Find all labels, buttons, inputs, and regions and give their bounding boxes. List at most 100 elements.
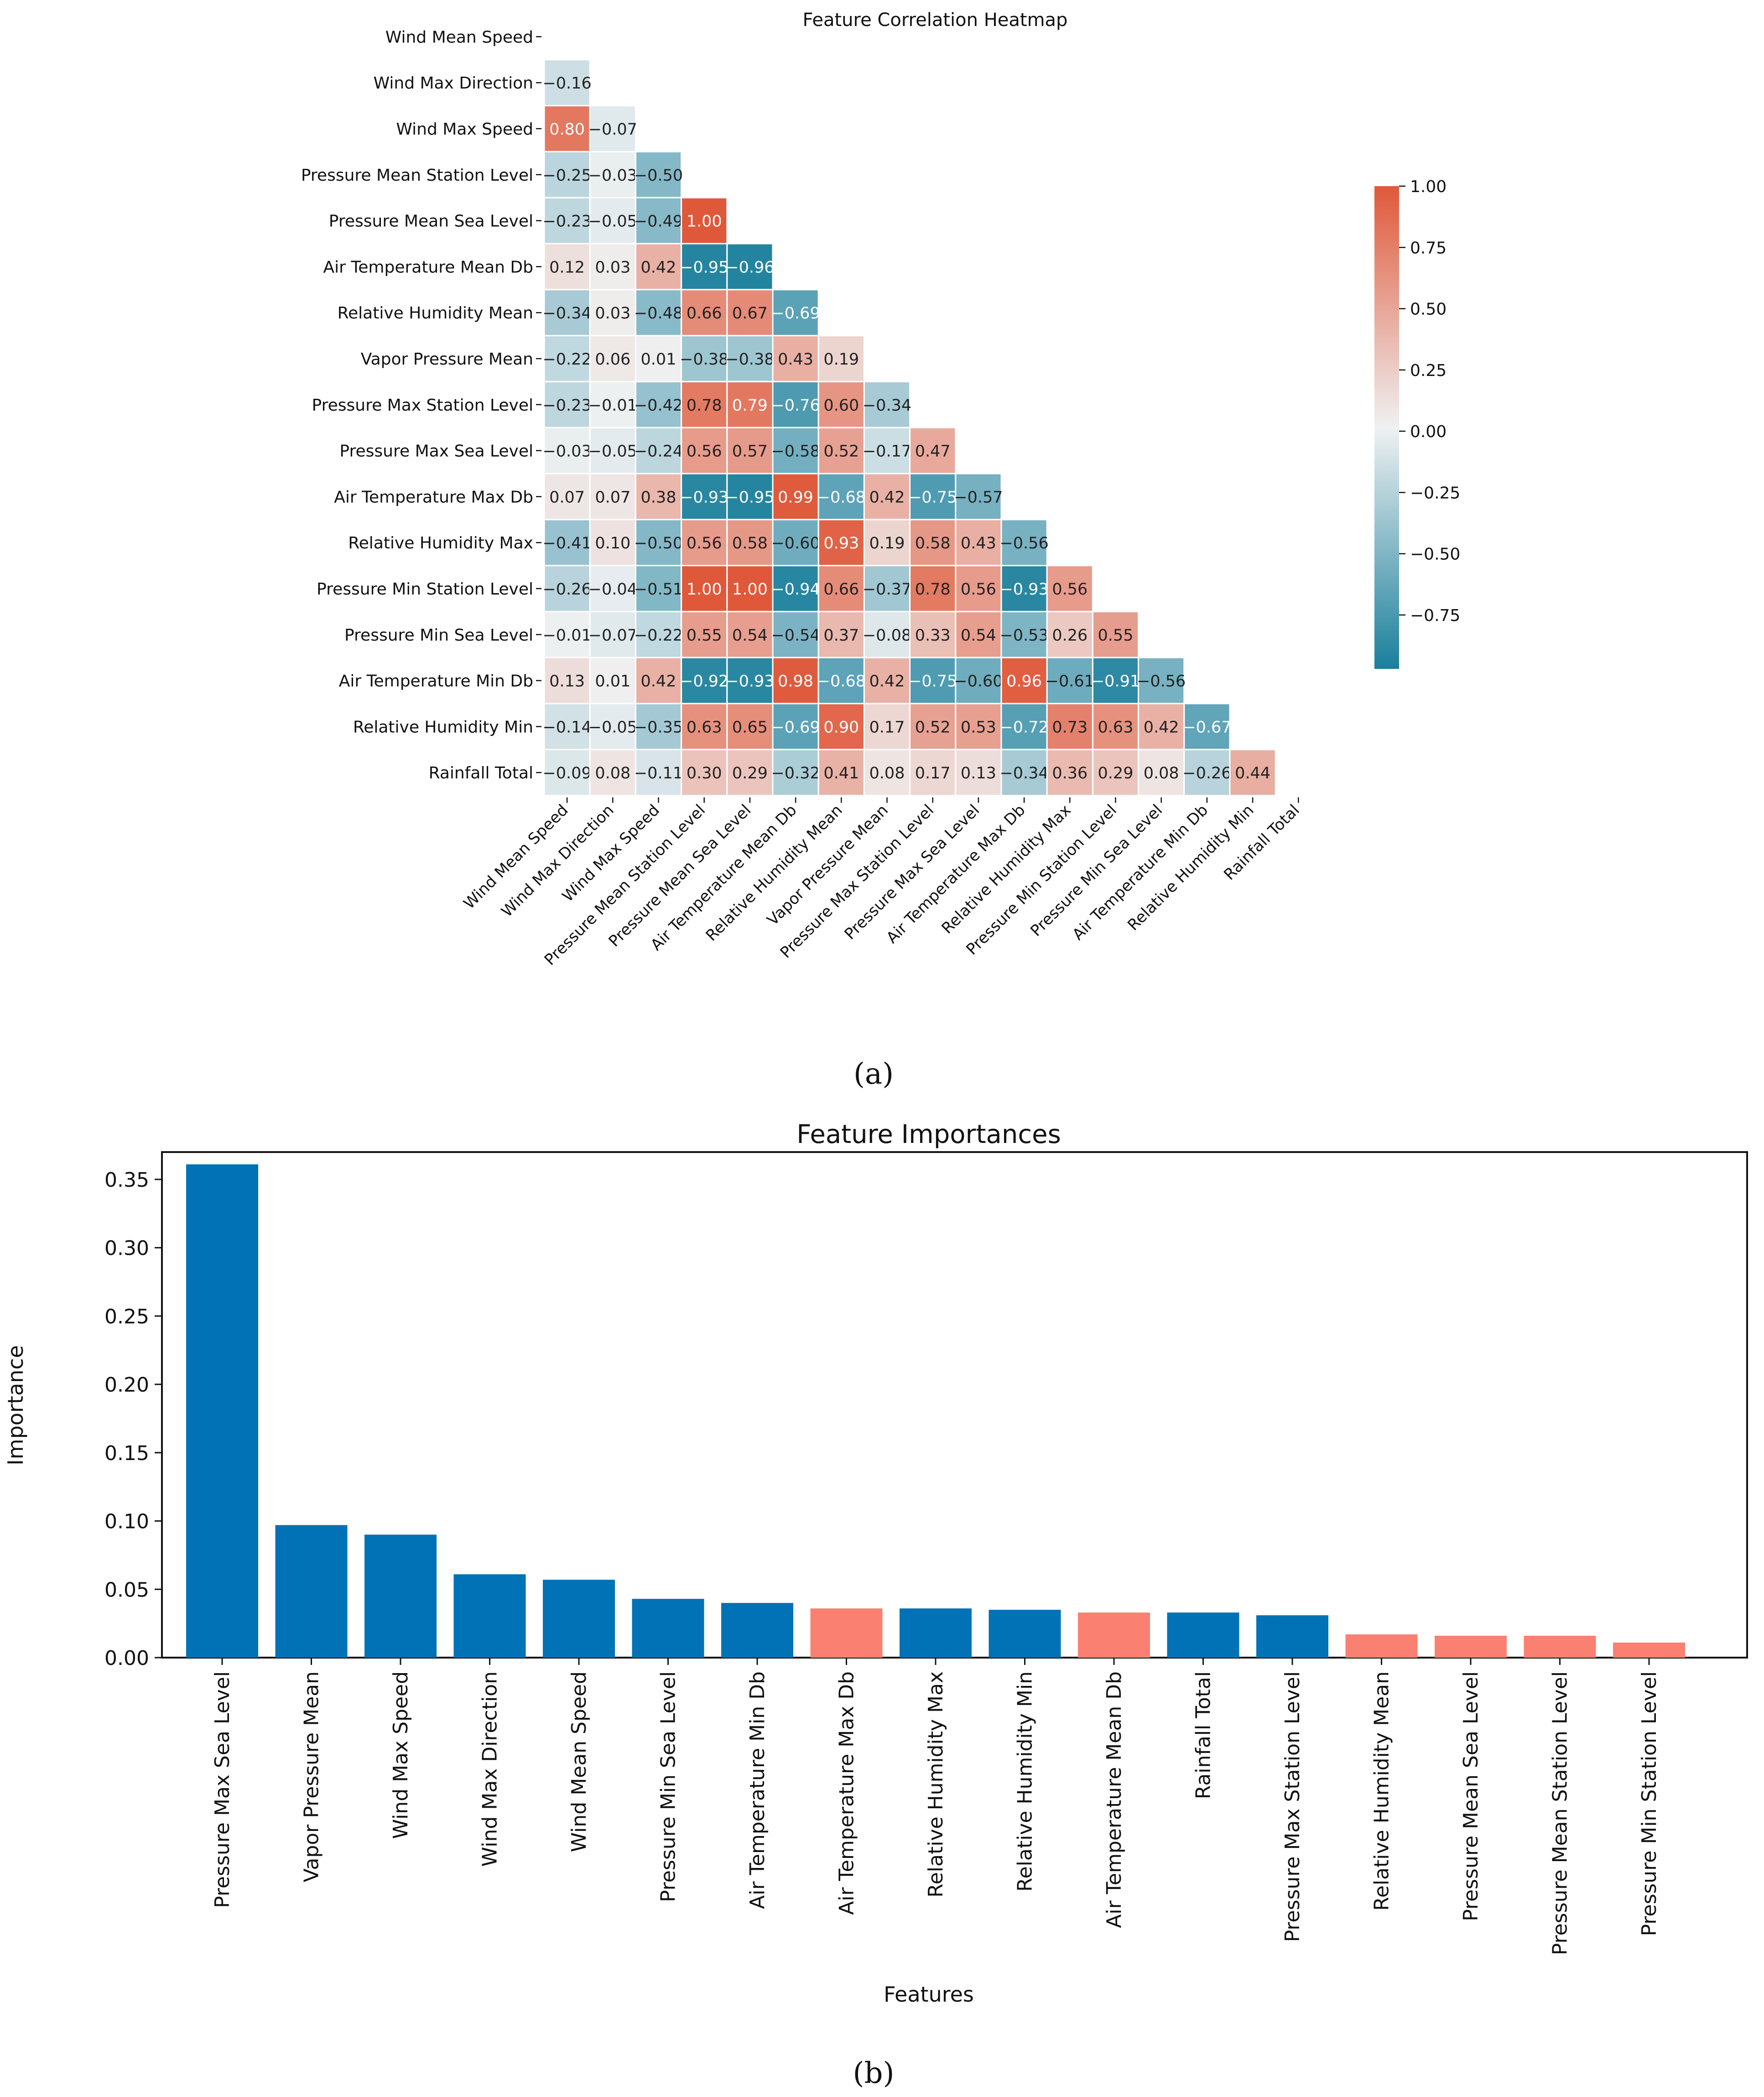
heatmap-cell-value: 0.55	[1098, 626, 1134, 645]
heatmap-cell-value: 0.19	[869, 534, 905, 553]
heatmap-cell	[772, 473, 819, 521]
bar	[1613, 1643, 1685, 1658]
heatmap-cell-value: −0.58	[771, 443, 820, 461]
heatmap-cell-value: −0.05	[588, 443, 637, 461]
heatmap-cell	[909, 473, 957, 521]
heatmap-cell-value: 0.56	[1052, 580, 1088, 599]
heatmap-cell-value: −0.01	[588, 396, 637, 415]
heatmap-cell-value: 1.00	[687, 580, 722, 599]
heatmap-cell-value: −0.56	[1137, 673, 1186, 691]
heatmap-cell-value: 0.01	[641, 350, 676, 369]
colorbar-tick-label: 0.50	[1410, 300, 1447, 319]
heatmap-cell-value: −0.48	[634, 304, 683, 323]
colorbar-tick-label: −0.50	[1410, 545, 1460, 564]
bar	[989, 1610, 1061, 1658]
heatmap-cell-value: 0.78	[915, 580, 951, 599]
heatmap-cell	[817, 703, 865, 751]
heatmap-cell	[955, 519, 1002, 567]
heatmap-cell	[863, 427, 911, 475]
heatmap-cell	[681, 703, 728, 751]
heatmap-cell-value: −0.95	[725, 488, 774, 506]
heatmap-cell	[955, 610, 1002, 658]
heatmap-cell	[726, 749, 774, 797]
heatmap-cell-value: −0.08	[863, 626, 911, 645]
heatmap-cell	[589, 427, 636, 475]
heatmap-cell	[772, 381, 819, 428]
heatmap-cell-value: 0.30	[687, 764, 722, 782]
y-tick-label: 0.20	[104, 1373, 149, 1397]
bar	[1078, 1612, 1150, 1658]
heatmap-cell-value: 0.90	[823, 718, 859, 736]
heatmap-cell-value: −0.38	[680, 350, 728, 369]
heatmap-cell	[681, 749, 728, 797]
colorbar-gradient	[1374, 186, 1399, 669]
heatmap-cell	[635, 335, 682, 382]
heatmap-cell-value: −0.14	[542, 718, 591, 736]
x-tick-label: Wind Max Direction	[479, 1671, 502, 1867]
heatmap-cell-value: 0.58	[915, 534, 951, 553]
heatmap-title: Feature Correlation Heatmap	[803, 10, 1068, 31]
heatmap-row-label: Wind Mean Speed	[385, 28, 533, 47]
heatmap-cell-value: 0.08	[1144, 764, 1179, 782]
heatmap-cell	[635, 657, 682, 704]
heatmap-cell-value: −0.25	[542, 167, 591, 185]
heatmap-cell-value: −0.92	[680, 673, 728, 691]
heatmap-cell-value: 0.47	[915, 443, 951, 461]
x-tick-label: Wind Mean Speed	[567, 1671, 591, 1852]
heatmap-cell-value: 0.08	[869, 764, 905, 782]
heatmap-cell	[909, 519, 957, 567]
heatmap-cell-value: 0.42	[1144, 718, 1179, 736]
heatmap-cell-value: −0.34	[999, 764, 1048, 782]
heatmap-cell	[589, 519, 636, 567]
heatmap-cell-value: 0.66	[687, 304, 722, 323]
heatmap-cell	[681, 519, 728, 567]
y-tick-label: 0.15	[104, 1442, 149, 1465]
heatmap-cell-value: 0.12	[549, 258, 585, 276]
heatmap-cell-value: −0.16	[542, 74, 591, 93]
heatmap-row-label: Wind Max Direction	[374, 74, 533, 93]
heatmap-cell	[772, 427, 819, 475]
heatmap-cell	[955, 749, 1002, 797]
heatmap-cell-value: −0.41	[542, 534, 591, 553]
heatmap-cell-value: −0.50	[634, 534, 683, 553]
heatmap-cell-value: 0.06	[595, 350, 630, 369]
heatmap-cell-value: 0.52	[823, 443, 859, 461]
heatmap-row-label: Pressure Max Station Level	[312, 396, 534, 415]
heatmap-cell	[589, 105, 636, 152]
y-tick-label: 0.25	[104, 1305, 149, 1328]
heatmap-cell	[1000, 749, 1048, 797]
heatmap-cell-value: 0.03	[595, 258, 630, 276]
heatmap-row-label: Relative Humidity Mean	[338, 304, 533, 323]
heatmap-row-label: Pressure Min Sea Level	[344, 626, 533, 645]
heatmap-cell	[772, 289, 819, 337]
heatmap-cell-value: 0.57	[732, 443, 768, 461]
colorbar-tick-label: −0.25	[1410, 484, 1460, 502]
heatmap-row-label: Air Temperature Mean Db	[323, 258, 533, 276]
heatmap-cell-value: −0.34	[542, 304, 591, 323]
heatmap-cell	[1229, 749, 1276, 797]
heatmap-cell	[909, 657, 957, 704]
heatmap-cell-value: −0.07	[588, 626, 637, 645]
heatmap-cell-value: −0.68	[817, 673, 866, 691]
heatmap-cell	[635, 197, 682, 245]
heatmap-row-label: Air Temperature Min Db	[339, 672, 533, 691]
heatmap-cell-value: 0.58	[732, 534, 768, 553]
heatmap-cell-value: −0.34	[863, 396, 911, 415]
heatmap-cell-value: −0.22	[542, 350, 591, 369]
heatmap-cell-value: 0.26	[1052, 626, 1088, 645]
heatmap-cell-value: −0.76	[771, 396, 820, 415]
heatmap-cell-value: −0.75	[908, 673, 957, 691]
bar	[1345, 1634, 1418, 1658]
heatmap-cell-value: 0.17	[915, 764, 951, 782]
x-tick-label: Relative Humidity Max	[924, 1671, 947, 1898]
heatmap-cell	[863, 749, 911, 797]
heatmap-cell	[1092, 749, 1140, 797]
heatmap-cell	[817, 519, 865, 567]
heatmap-cell-value: −0.69	[771, 304, 820, 323]
feature-importance-bar-chart: Feature Importances 0.00 0.05 0.10 0.15 0.20…	[3, 1120, 1748, 2090]
heatmap-cell	[1000, 657, 1048, 704]
heatmap-cell-value: −0.96	[725, 258, 774, 276]
heatmap-cell	[589, 749, 636, 797]
heatmap-cell-value: −0.26	[542, 580, 591, 599]
